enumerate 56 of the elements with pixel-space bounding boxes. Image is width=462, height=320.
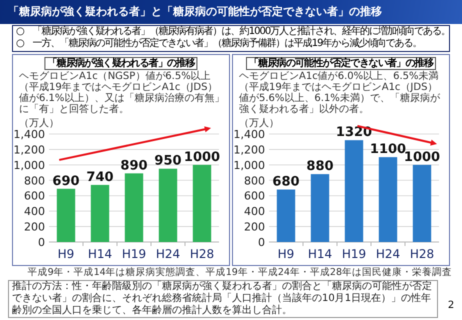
y-tick-label: 600 bbox=[24, 190, 45, 203]
bar bbox=[310, 174, 330, 242]
y-tick-label: 800 bbox=[244, 174, 265, 188]
y-tick-label: 200 bbox=[24, 220, 45, 234]
bar bbox=[412, 164, 432, 242]
x-tick-label: H28 bbox=[410, 247, 434, 261]
y-tick-label: 0 bbox=[258, 236, 265, 249]
bar bbox=[124, 173, 144, 242]
data-label: 680 bbox=[272, 174, 300, 190]
x-tick-label: H9 bbox=[58, 247, 74, 261]
chart-subtitle: ヘモグロビンA1c値が6.0%以上、6.5%未満（平成19年まではヘモグロビンA1c（JDS）値が5.6%以上、6.1%未満）で、「糖尿病が強く疑われる者」以外の者。 bbox=[239, 71, 441, 115]
y-tick-label: 1,200 bbox=[234, 143, 265, 156]
data-label: 1100 bbox=[370, 142, 406, 158]
chart-title: 「糖尿病が強く疑われる者」の推移 bbox=[44, 57, 198, 70]
x-tick-label: H19 bbox=[342, 247, 366, 261]
text: ○ 一方、「糖尿病の可能性が否定できない者」（糖尿病予備群）は平成19年から減少傾向である。 bbox=[15, 38, 422, 50]
data-label: 950 bbox=[154, 154, 182, 169]
bar bbox=[192, 164, 212, 242]
y-tick-label: 1,400 bbox=[234, 128, 265, 141]
y-tick-label: 400 bbox=[24, 205, 45, 218]
y-axis-title: （万人） bbox=[19, 118, 59, 129]
bar bbox=[56, 188, 76, 242]
y-tick-label: 800 bbox=[24, 174, 45, 188]
text: 推計の方法：性・年齢階級別の「糖尿病が強く疑われる者」の割合と「糖尿病の可能性が否定できない者」の割合に、それぞれ総務省統計局「人口推計（当該年の10月1日現在）」の性年齢別の全国人口を乗じて、各年齢層の推計人数を算出し合計。 bbox=[8, 280, 438, 318]
x-tick-label: H19 bbox=[122, 247, 146, 261]
data-label: 690 bbox=[52, 174, 80, 189]
text: 平成9年・平成14年は糖尿病実態調査、平成19年・平成24年・平成28年は国民健康・栄養調査 bbox=[26, 267, 452, 278]
y-tick-label: 1,000 bbox=[234, 158, 265, 172]
bar bbox=[276, 190, 296, 242]
chart-subtitle: ヘモグロビンA1c（NGSP）値が6.5%以上（平成19年まではヘモグロビンA1c（JDS）値が6.1%以上）、又は「糖尿病治療の有無」に「有」と回答した者。 bbox=[19, 71, 225, 115]
y-tick-label: 200 bbox=[244, 220, 265, 234]
text: 「糖尿病が強く疑われる者」と「糖尿病の可能性が否定できない者」の推移 bbox=[0, 0, 462, 24]
y-tick-label: 400 bbox=[244, 205, 265, 218]
y-tick-label: 1,400 bbox=[14, 128, 45, 141]
y-tick-label: 1,200 bbox=[14, 143, 45, 156]
text: 2 bbox=[446, 300, 456, 311]
bar bbox=[90, 184, 110, 242]
data-label: 880 bbox=[306, 159, 334, 174]
bar bbox=[378, 157, 398, 242]
bar bbox=[344, 140, 364, 242]
text: ○ 「糖尿病が強く疑われる者」（糖尿病有病者）は、約1000万人と推計され、経年的に増加傾向である。 bbox=[15, 26, 450, 38]
chart-title: 「糖尿病の可能性が否定できない者」の推移 bbox=[246, 57, 436, 70]
bar bbox=[158, 168, 178, 242]
y-tick-label: 600 bbox=[244, 190, 265, 203]
x-tick-label: H24 bbox=[156, 247, 180, 261]
data-label: 890 bbox=[120, 158, 148, 174]
data-label: 740 bbox=[86, 170, 114, 185]
x-tick-label: H14 bbox=[308, 247, 332, 261]
y-tick-label: 1,000 bbox=[14, 158, 45, 172]
y-axis-title: （万人） bbox=[239, 118, 279, 129]
data-label: 1000 bbox=[184, 150, 220, 165]
x-tick-label: H14 bbox=[88, 247, 112, 261]
y-tick-label: 0 bbox=[38, 236, 45, 249]
x-tick-label: H24 bbox=[376, 247, 400, 261]
x-tick-label: H28 bbox=[190, 247, 214, 261]
x-tick-label: H9 bbox=[278, 247, 294, 261]
